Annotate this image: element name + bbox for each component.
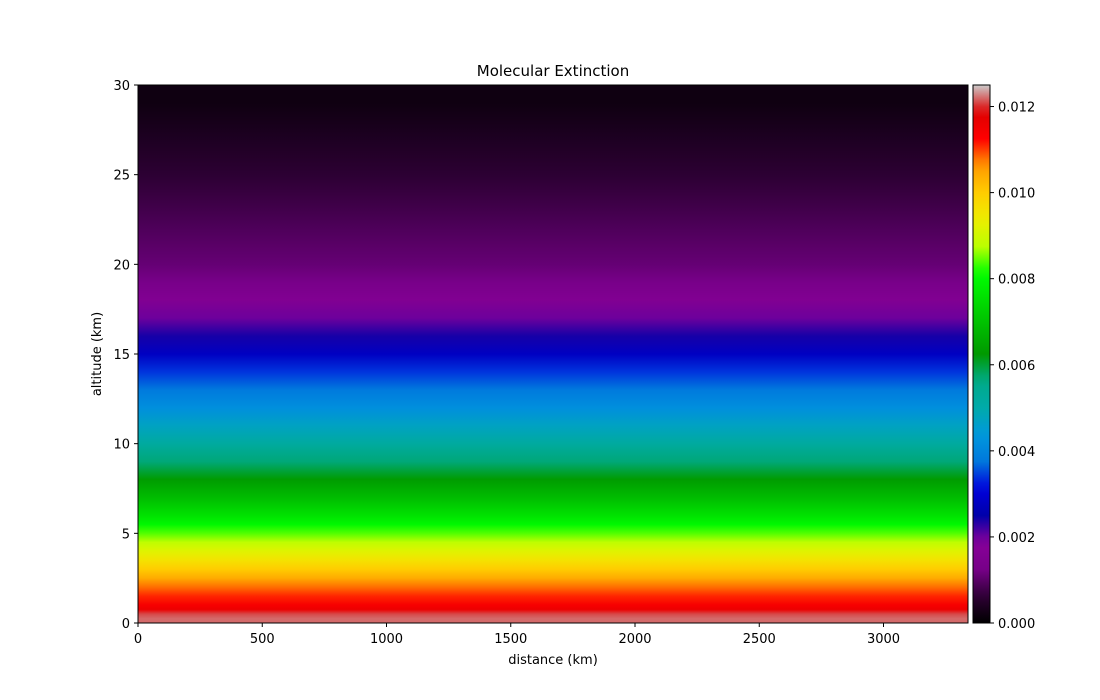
- y-axis: 0 5 10 15 20 25 30: [113, 79, 138, 632]
- colorbar-frame: [972, 84, 991, 624]
- colorbar-tick-label: 0.012: [998, 101, 1035, 116]
- x-tick-label: 2500: [743, 632, 776, 647]
- chart-title: Molecular Extinction: [477, 62, 629, 80]
- y-tick-label: 25: [113, 169, 130, 184]
- y-axis-label: altitude (km): [90, 312, 105, 396]
- colorbar-tick-label: 0.002: [998, 531, 1035, 546]
- x-tick-label: 0: [134, 632, 142, 647]
- y-tick-label: 0: [122, 617, 130, 632]
- y-tick-label: 10: [113, 438, 130, 453]
- x-tick-label: 3000: [867, 632, 900, 647]
- x-tick-label: 1000: [370, 632, 403, 647]
- colorbar-tick-label: 0.010: [998, 187, 1035, 202]
- y-tick-label: 15: [113, 348, 130, 363]
- x-tick-label: 500: [250, 632, 275, 647]
- y-tick-label: 30: [113, 79, 130, 94]
- plot-area: [137, 84, 969, 624]
- x-tick-label: 2000: [618, 632, 651, 647]
- colorbar: 0.000 0.002 0.004 0.006 0.008 0.010 0.012: [972, 84, 1035, 632]
- colorbar-tick-label: 0.006: [998, 359, 1035, 374]
- y-tick-label: 5: [122, 527, 130, 542]
- y-tick-label: 20: [113, 258, 130, 273]
- colorbar-tick-label: 0.004: [998, 445, 1035, 460]
- colorbar-tick-label: 0.008: [998, 273, 1035, 288]
- colorbar-gradient: [973, 85, 990, 623]
- colorbar-tick-label: 0.000: [998, 617, 1035, 632]
- x-tick-label: 1500: [494, 632, 527, 647]
- x-axis-label: distance (km): [508, 653, 598, 668]
- x-axis: 0 500 1000 1500 2000 2500 3000: [134, 623, 900, 647]
- colorbar-ticks: 0.000 0.002 0.004 0.006 0.008 0.010 0.012: [990, 101, 1035, 632]
- heatmap-field: [138, 85, 968, 623]
